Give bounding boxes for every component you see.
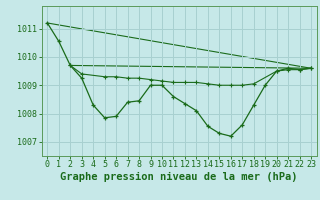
X-axis label: Graphe pression niveau de la mer (hPa): Graphe pression niveau de la mer (hPa) <box>60 172 298 182</box>
